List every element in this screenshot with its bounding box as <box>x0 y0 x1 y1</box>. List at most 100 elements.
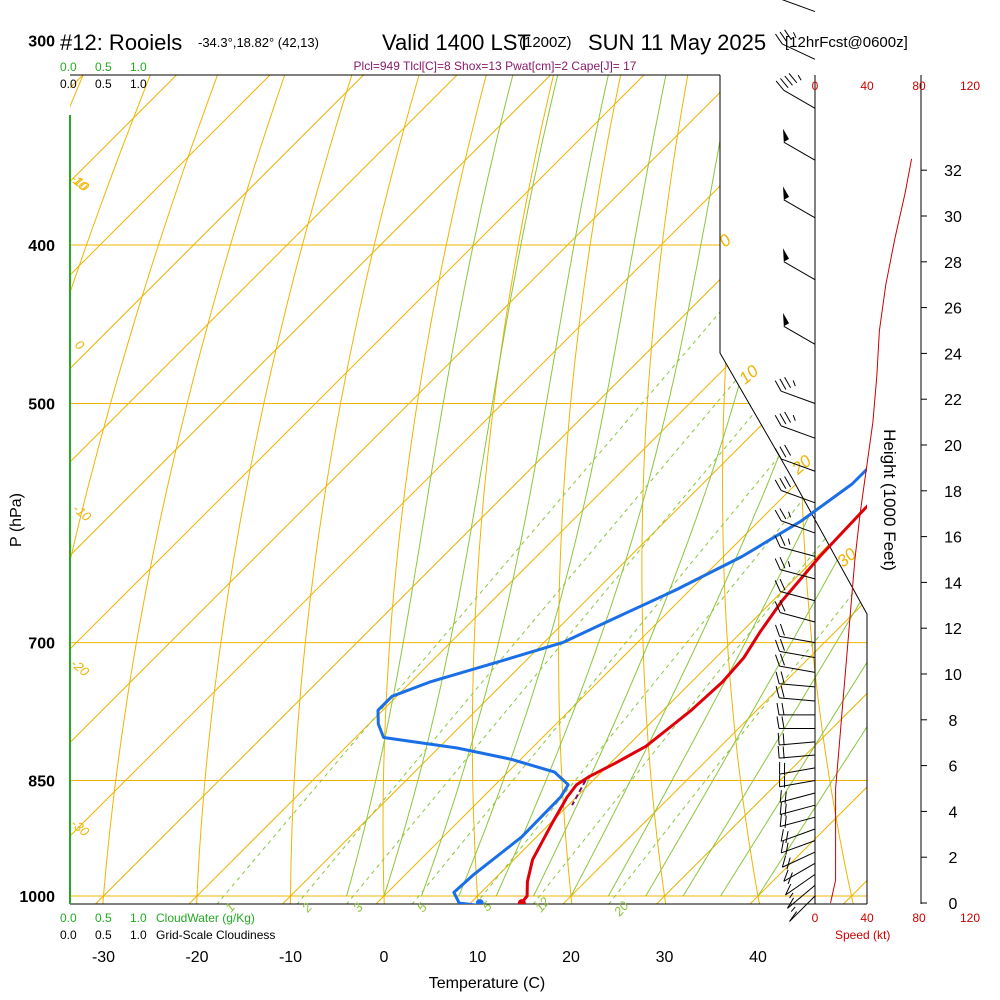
wind-barb-shaft <box>779 665 816 673</box>
wind-barb-feather <box>785 842 789 855</box>
wind-barb-shaft <box>781 390 816 404</box>
speed-axis-label: Speed (kt) <box>835 928 890 942</box>
background-lines <box>70 0 1000 917</box>
cloudiness-label: Grid-Scale Cloudiness <box>156 928 275 942</box>
wind-barb-shaft <box>780 546 816 557</box>
wind-barb-feather <box>779 477 787 490</box>
dry-adiabat-line <box>195 75 419 904</box>
cloud-axis-labels: 0.0 0.5 1.0 0.0 0.5 1.0 0.0 0.5 1.0 Clou… <box>60 60 275 942</box>
forecast-date: SUN 11 May 2025 <box>588 30 766 55</box>
height-tick-label: 8 <box>949 713 958 730</box>
wind-barb <box>775 638 816 659</box>
wind-speed-profile-line <box>830 158 913 904</box>
diagram-right-border <box>719 75 868 904</box>
wind-barb-feather <box>781 702 785 715</box>
wind-barb <box>776 716 815 730</box>
pressure-tick-label: 1000 <box>19 889 55 906</box>
wind-barb <box>789 895 816 922</box>
wind-barb <box>774 600 816 623</box>
pressure-tick-label: 700 <box>28 636 55 653</box>
moist-adiabat-line <box>682 75 867 897</box>
wind-barb <box>775 29 816 60</box>
wind-barb-feather <box>780 671 785 684</box>
wind-barb-feather <box>779 534 786 546</box>
wind-barb-feather <box>784 444 792 456</box>
wind-barb <box>779 814 816 828</box>
wind-barb-shaft <box>781 425 816 439</box>
surface-dewpoint-dot <box>475 899 484 904</box>
wind-barb-feather <box>780 829 784 842</box>
wind-barb-feather <box>775 80 785 91</box>
cloud-bottom-1: 1.0 <box>130 911 147 925</box>
wind-barb-shaft <box>780 816 816 827</box>
moist-adiabat-label: 12 <box>532 894 553 915</box>
height-tick-label: 26 <box>944 301 962 318</box>
dry-adiabat-line <box>641 75 730 904</box>
cloud-bottom-05: 0.5 <box>95 911 112 925</box>
wind-barb-feather <box>774 509 782 521</box>
cloud-top-0: 0.0 <box>60 60 77 74</box>
wind-barb-feather <box>787 872 793 884</box>
wind-barb-shaft <box>779 697 816 702</box>
mixing-ratio-line <box>598 244 867 904</box>
wind-barb-shaft <box>785 873 816 896</box>
isotherm-line <box>70 75 838 904</box>
wind-barb-feather <box>779 814 782 827</box>
wind-barb-shaft <box>780 804 816 815</box>
wind-barb-shaft <box>789 895 816 922</box>
x-tick-label: 20 <box>562 949 580 966</box>
height-tick-label: 14 <box>944 575 962 592</box>
wind-barb-feather <box>777 732 780 746</box>
speed-bottom-40: 40 <box>860 911 874 925</box>
wind-barb-feather <box>785 883 792 896</box>
moist-adiabat-line <box>346 75 533 897</box>
speed-axis-labels: 0 40 80 120 0 40 80 120 Speed (kt) <box>812 79 981 942</box>
wind-barb-feather <box>775 685 780 698</box>
height-tick-label: 22 <box>944 392 962 409</box>
wind-barb-feather <box>779 557 786 569</box>
wind-barb-shaft <box>782 43 816 60</box>
isotherm-line <box>70 75 867 904</box>
speed-top-80: 80 <box>912 79 926 93</box>
wind-barb-feather <box>784 376 792 389</box>
wind-barb <box>774 376 816 404</box>
wind-barb-feather <box>782 746 785 759</box>
dry-adiabat-line <box>382 75 543 904</box>
wind-barb-feather <box>779 790 782 803</box>
speed-top-120: 120 <box>960 79 980 93</box>
wind-barb <box>774 557 816 580</box>
wind-barb-shaft <box>783 862 816 882</box>
wind-barb <box>777 732 816 746</box>
wind-barb-feather <box>784 791 787 804</box>
pressure-tick-label: 300 <box>28 34 55 51</box>
wind-barb <box>785 873 816 899</box>
wind-barb-half-feather <box>792 380 796 387</box>
height-tick-label: 16 <box>944 530 962 547</box>
dry-adiabat-line <box>950 0 1000 917</box>
wind-barb <box>783 248 816 281</box>
wind-barb-shaft <box>780 792 816 803</box>
dry-adiabat-label: -10 <box>70 501 95 525</box>
wind-barb <box>783 312 816 345</box>
dewpoint-profile-line <box>376 466 867 904</box>
wind-barb-half-feather <box>790 906 796 912</box>
wind-barb-shaft <box>782 851 816 868</box>
wind-barb <box>783 186 816 219</box>
wind-barb <box>779 761 816 776</box>
wind-barb-pennant <box>783 128 790 143</box>
height-tick-label: 32 <box>944 163 962 180</box>
height-tick-label: 20 <box>944 438 962 455</box>
dry-adiabat-line <box>800 75 857 904</box>
wind-barb-shaft <box>781 490 816 504</box>
plot-borders <box>69 74 922 905</box>
dry-adiabat-label: -20 <box>68 656 93 680</box>
cloudiness-bottom-0: 0.0 <box>60 928 77 942</box>
wind-barb-feather <box>786 897 795 909</box>
isotherm-line <box>549 75 867 904</box>
wind-barb-feather <box>780 685 785 698</box>
wind-barb-feather <box>784 815 787 828</box>
isotherm-line <box>736 75 867 904</box>
wind-barb-feather <box>776 702 780 715</box>
utc-time: (1200Z) <box>519 34 572 51</box>
